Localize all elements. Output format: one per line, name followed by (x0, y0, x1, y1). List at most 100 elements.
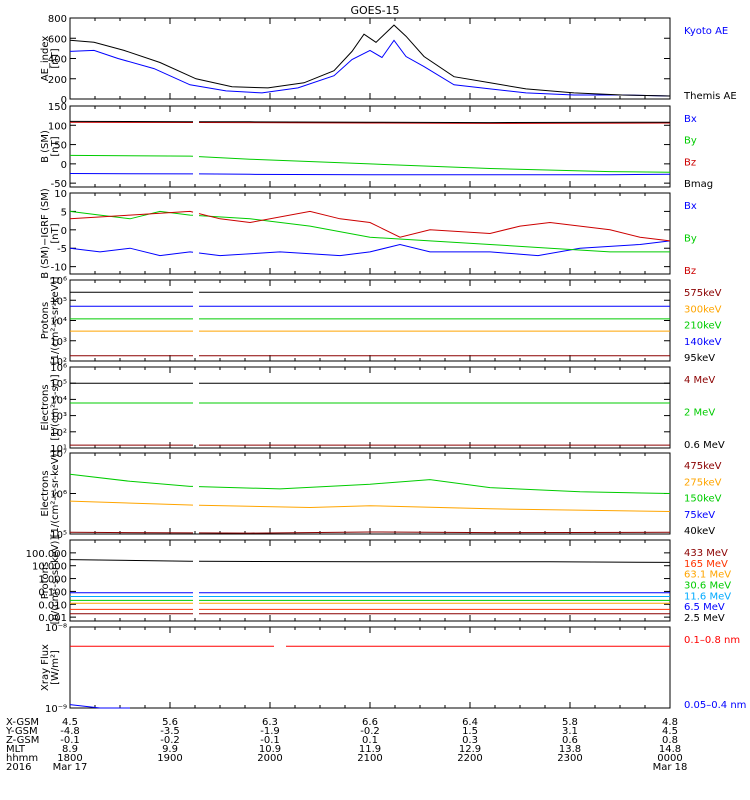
x-axis-cell: 5.8 (562, 717, 578, 728)
x-axis-cell: 6.3 (262, 717, 278, 728)
panel-ylabel: Xray Flux (40, 644, 51, 691)
y-tick-label: 50 (54, 141, 67, 152)
series-line-bz (69, 210, 194, 220)
x-axis-cell: 0.6 (562, 735, 578, 746)
y-tick-label: 0.001 (38, 613, 67, 624)
x-axis-row-label: Z-GSM (6, 735, 39, 746)
series-line-bz (198, 122, 671, 124)
x-axis-cell: 2100 (357, 753, 382, 764)
series-line-150kev (69, 473, 193, 487)
series-line-by (198, 215, 670, 253)
x-axis-cell: 1900 (157, 753, 182, 764)
legend-label: Themis AE (683, 91, 737, 102)
series-line-bx (198, 173, 671, 176)
y-tick-label: 10⁶ (50, 490, 67, 501)
y-tick-label: 10⁶ (50, 363, 67, 374)
legend-label: Bmag (684, 179, 713, 190)
panel-ylabel: [1/(cm²-s-sr)] (50, 374, 61, 440)
series-line-2-5-mev (198, 560, 671, 563)
panel-ylabel: [nT] (50, 223, 61, 243)
legend-label: 0.05–0.4 nm (684, 700, 746, 711)
y-tick-label: 10⁴ (50, 317, 67, 328)
y-tick-label: 100.000 (26, 549, 67, 560)
x-axis-cell: -0.2 (160, 735, 180, 746)
x-axis-cell: -0.1 (260, 735, 280, 746)
x-axis-cell: 3.1 (562, 726, 578, 737)
series-line-275kev (69, 500, 194, 506)
y-tick-label: -10 (51, 263, 67, 274)
legend-label: By (684, 234, 697, 245)
y-tick-label: 10 (54, 189, 67, 200)
series-line-bz (198, 210, 671, 242)
legend-label: 6.5 MeV (684, 602, 725, 613)
x-axis-cell: -0.2 (360, 726, 380, 737)
series-line-bx (198, 240, 671, 257)
chart-title: GOES-15 (350, 4, 399, 17)
legend-label: Kyoto AE (684, 26, 728, 37)
legend-label: 4 MeV (684, 375, 715, 386)
legend-label: Bx (684, 201, 697, 212)
x-axis-cell: 6.6 (362, 717, 378, 728)
y-tick-label: 10⁻⁹ (45, 704, 67, 715)
legend-label: 275keV (684, 477, 722, 488)
y-tick-label: 400 (48, 55, 67, 66)
legend-label: 2.5 MeV (684, 613, 725, 624)
series-line-275kev (198, 504, 671, 512)
legend-label: 433 MeV (684, 548, 728, 559)
x-axis-table: X-GSMY-GSMZ-GSMMLThhmm20164.5-4.8-0.18.9… (5, 717, 687, 773)
x-axis-cell: -0.1 (60, 735, 80, 746)
legend-label: 2 MeV (684, 408, 715, 419)
legend-label: 140keV (684, 337, 722, 348)
y-tick-label: 10⁴ (50, 395, 67, 406)
panel-ylabel: Protons (40, 562, 51, 599)
panel-8: 10⁻⁹ 10⁻⁸ Xray Flux [W/m²] 0.1–0.8 nm 0.05–0.… (40, 623, 746, 715)
legend-label: 63.1 MeV (684, 570, 731, 581)
x-axis-row-label: Y-GSM (5, 726, 38, 737)
legend-label: 475keV (684, 461, 722, 472)
x-axis-row-label: hhmm (6, 753, 38, 764)
legend-label: 11.6 MeV (684, 591, 731, 602)
y-tick-label: 5 (61, 207, 67, 218)
x-axis-cell: 6.4 (462, 717, 478, 728)
y-tick-label: 100 (48, 121, 67, 132)
series-line-themis-ae (69, 24, 671, 97)
x-axis-row-label: X-GSM (6, 717, 39, 728)
x-axis-cell: Mar 18 (653, 762, 688, 773)
panel-ylabel: [W/m²] (50, 650, 61, 685)
panel-ylabel: [p/(cm²-s-sr-keV)] (50, 537, 61, 625)
x-axis-cell: 0.8 (662, 735, 678, 746)
y-tick-label: 10.000 (32, 562, 67, 573)
legend-label: Bz (684, 266, 696, 277)
legend-label: 0.1–0.8 nm (684, 635, 740, 646)
legend-label: 150keV (684, 494, 722, 505)
series-line-by (198, 156, 671, 173)
panel-2: -50 0 50 100 150 B (SM) [nT] Bx By Bz Bmag (40, 102, 713, 190)
panel-ylabel: [nT] (50, 136, 61, 156)
series-line-by (69, 154, 194, 157)
series-line-by (69, 210, 194, 220)
legend-label: Bx (684, 114, 697, 125)
y-tick-label: 0 (61, 160, 67, 171)
y-tick-label: -5 (57, 244, 67, 255)
x-axis-cell: 9.9 (162, 744, 178, 755)
panel-6: 10⁵ 10⁶ 10⁷ Electrons [1/(cm²-s-sr-keV)] 475k… (40, 449, 722, 541)
y-tick-label: 10² (50, 357, 67, 368)
y-tick-label: 0.010 (38, 600, 67, 611)
y-tick-label: 10⁷ (50, 449, 67, 460)
panel-4: 10² 10³ 10⁴ 10⁵ 10⁶ Protons [1/(cm²-s-sr-keV)]… (40, 276, 722, 368)
x-axis-cell: 4.5 (62, 717, 78, 728)
x-axis-cell: 2200 (457, 753, 482, 764)
series-line-bx (69, 247, 194, 257)
series-line-0-05-0-4-nm (69, 704, 130, 709)
y-tick-label: 10⁵ (50, 379, 67, 390)
y-tick-label: 10⁵ (50, 296, 67, 307)
x-axis-cell: 13.8 (559, 744, 581, 755)
y-tick-label: 0 (61, 226, 67, 237)
x-axis-cell: Mar 17 (53, 762, 88, 773)
x-axis-cell: 1.5 (462, 726, 478, 737)
y-tick-label: 10¹ (50, 444, 67, 455)
y-tick-label: 10⁶ (50, 276, 67, 287)
